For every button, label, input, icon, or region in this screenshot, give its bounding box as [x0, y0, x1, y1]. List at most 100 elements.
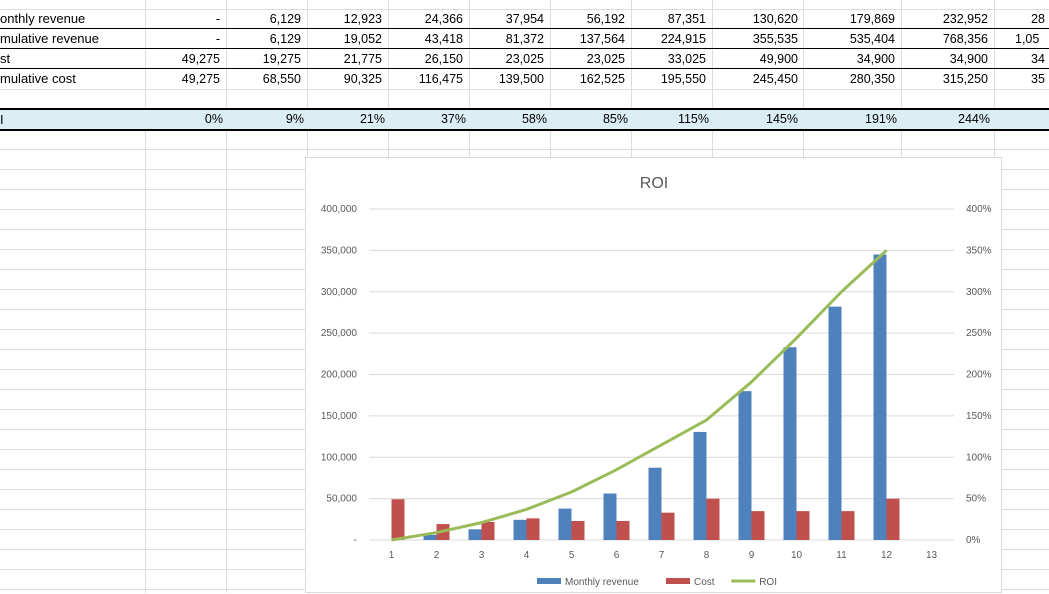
- cell[interactable]: 34,900: [949, 52, 988, 66]
- row-label[interactable]: onthly revenue: [0, 11, 86, 26]
- right-tick-label: 50%: [966, 494, 986, 505]
- cell[interactable]: -: [215, 32, 220, 46]
- right-tick-label: 200%: [966, 370, 992, 381]
- cell[interactable]: 195,550: [660, 72, 706, 86]
- chart-canvas: ROI - 50,000 100,000 150,000 200,000 250,000 3…: [321, 175, 992, 588]
- bar-monthly-revenue: [513, 519, 527, 540]
- x-tick-label: 6: [614, 550, 620, 561]
- cell[interactable]: 137,564: [579, 32, 625, 46]
- bar-cost: [661, 512, 675, 540]
- bar-cost: [571, 520, 585, 540]
- row-cumulative-cost[interactable]: mulative cost 49,275 68,550 90,325 116,4…: [0, 69, 1049, 89]
- right-axis: 0% 50% 100% 150% 200% 250% 300% 350% 400%: [966, 204, 992, 546]
- x-tick-label: 3: [479, 550, 485, 561]
- row-label[interactable]: mulative revenue: [0, 31, 99, 46]
- cell[interactable]: 6,129: [269, 12, 301, 26]
- cell[interactable]: 37%: [440, 112, 466, 126]
- cell[interactable]: 87,351: [667, 12, 706, 26]
- row-gridline: [0, 9, 1049, 10]
- column-gridline: [226, 0, 227, 593]
- x-tick-label: 1: [389, 550, 395, 561]
- cell[interactable]: 68,550: [262, 72, 301, 86]
- left-tick-label: 300,000: [321, 287, 358, 298]
- cell[interactable]: 49,900: [759, 52, 798, 66]
- cell[interactable]: 23,025: [505, 52, 544, 66]
- cell[interactable]: 24,366: [424, 12, 463, 26]
- cell[interactable]: 191%: [865, 112, 897, 126]
- cell[interactable]: 116,475: [418, 72, 463, 86]
- cell[interactable]: 115%: [677, 112, 709, 126]
- bar-cost: [391, 499, 405, 540]
- x-axis: 1 2 3 4 5 6 7 8 9 10 11 12 13: [389, 550, 938, 561]
- cell[interactable]: 768,356: [942, 32, 988, 46]
- cell[interactable]: 244%: [958, 112, 990, 126]
- cell[interactable]: 37,954: [505, 12, 544, 26]
- cell[interactable]: 34: [1031, 52, 1045, 66]
- series-line-roi: [391, 249, 888, 542]
- cell[interactable]: -: [215, 12, 220, 26]
- cell[interactable]: 43,418: [424, 32, 463, 46]
- column-gridline: [145, 0, 146, 593]
- cell[interactable]: 21%: [359, 112, 385, 126]
- cell[interactable]: 280,350: [849, 72, 895, 86]
- cell[interactable]: 19,052: [343, 32, 382, 46]
- chart-legend[interactable]: Monthly revenue Cost ROI: [537, 577, 777, 588]
- left-axis: - 50,000 100,000 150,000 200,000 250,000 300,0…: [321, 204, 358, 546]
- cell[interactable]: 33,025: [667, 52, 706, 66]
- cell[interactable]: 35: [1031, 72, 1045, 86]
- cell[interactable]: 9%: [285, 112, 304, 126]
- x-tick-label: 4: [524, 550, 530, 561]
- cell[interactable]: 245,450: [752, 72, 798, 86]
- cell[interactable]: 1,05: [1015, 32, 1040, 46]
- bar-cost: [841, 511, 855, 540]
- cell[interactable]: 12,923: [343, 12, 382, 26]
- cell[interactable]: 90,325: [343, 72, 382, 86]
- cell[interactable]: 535,404: [849, 32, 895, 46]
- roi-chart[interactable]: ROI - 50,000 100,000 150,000 200,000 250,000 3…: [305, 157, 1002, 593]
- row-cost[interactable]: st 49,275 19,275 21,775 26,150 23,025 23…: [0, 49, 1049, 69]
- x-tick-label: 5: [569, 550, 575, 561]
- bar-monthly-revenue: [648, 467, 662, 540]
- left-tick-label: 400,000: [321, 204, 358, 215]
- cell[interactable]: 23,025: [586, 52, 625, 66]
- row-label[interactable]: st: [0, 51, 11, 66]
- cell[interactable]: 26,150: [424, 52, 463, 66]
- cell[interactable]: 179,869: [849, 12, 895, 26]
- row-label[interactable]: I: [0, 112, 4, 127]
- cell[interactable]: 232,952: [942, 12, 988, 26]
- x-tick-label: 12: [881, 550, 893, 561]
- bar-cost: [481, 521, 495, 540]
- cell[interactable]: 224,915: [660, 32, 706, 46]
- cell[interactable]: 162,525: [579, 72, 625, 86]
- row-cumulative-revenue[interactable]: mulative revenue - 6,129 19,052 43,418 8…: [0, 29, 1049, 49]
- row-monthly-revenue[interactable]: onthly revenue - 6,129 12,923 24,366 37,…: [0, 9, 1049, 29]
- bar-monthly-revenue: [468, 529, 482, 540]
- cell[interactable]: 355,535: [752, 32, 798, 46]
- cell[interactable]: 81,372: [505, 32, 544, 46]
- cell[interactable]: 6,129: [269, 32, 301, 46]
- cell[interactable]: 130,620: [752, 12, 798, 26]
- cell[interactable]: 315,250: [942, 72, 988, 86]
- cell[interactable]: 49,275: [181, 52, 220, 66]
- cell[interactable]: 139,500: [498, 72, 544, 86]
- cell[interactable]: 19,275: [262, 52, 301, 66]
- row-label[interactable]: mulative cost: [0, 71, 76, 86]
- x-tick-label: 13: [926, 550, 938, 561]
- bar-cost: [796, 511, 810, 540]
- cell[interactable]: 34,900: [856, 52, 895, 66]
- cell[interactable]: 21,775: [343, 52, 382, 66]
- cell[interactable]: 56,192: [586, 12, 625, 26]
- cell[interactable]: 0%: [204, 112, 223, 126]
- cell[interactable]: 28: [1031, 12, 1045, 26]
- right-tick-label: 0%: [966, 535, 981, 546]
- bar-cost: [886, 498, 900, 540]
- bar-cost: [616, 520, 630, 540]
- cell[interactable]: 49,275: [181, 72, 220, 86]
- cell[interactable]: 85%: [602, 112, 628, 126]
- x-tick-label: 10: [791, 550, 803, 561]
- cell[interactable]: 145%: [766, 112, 798, 126]
- left-tick-label: 150,000: [321, 411, 358, 422]
- cell[interactable]: 58%: [521, 112, 547, 126]
- row-roi[interactable]: I 0% 9% 21% 37% 58% 85% 115% 145% 191% 2…: [0, 110, 1049, 129]
